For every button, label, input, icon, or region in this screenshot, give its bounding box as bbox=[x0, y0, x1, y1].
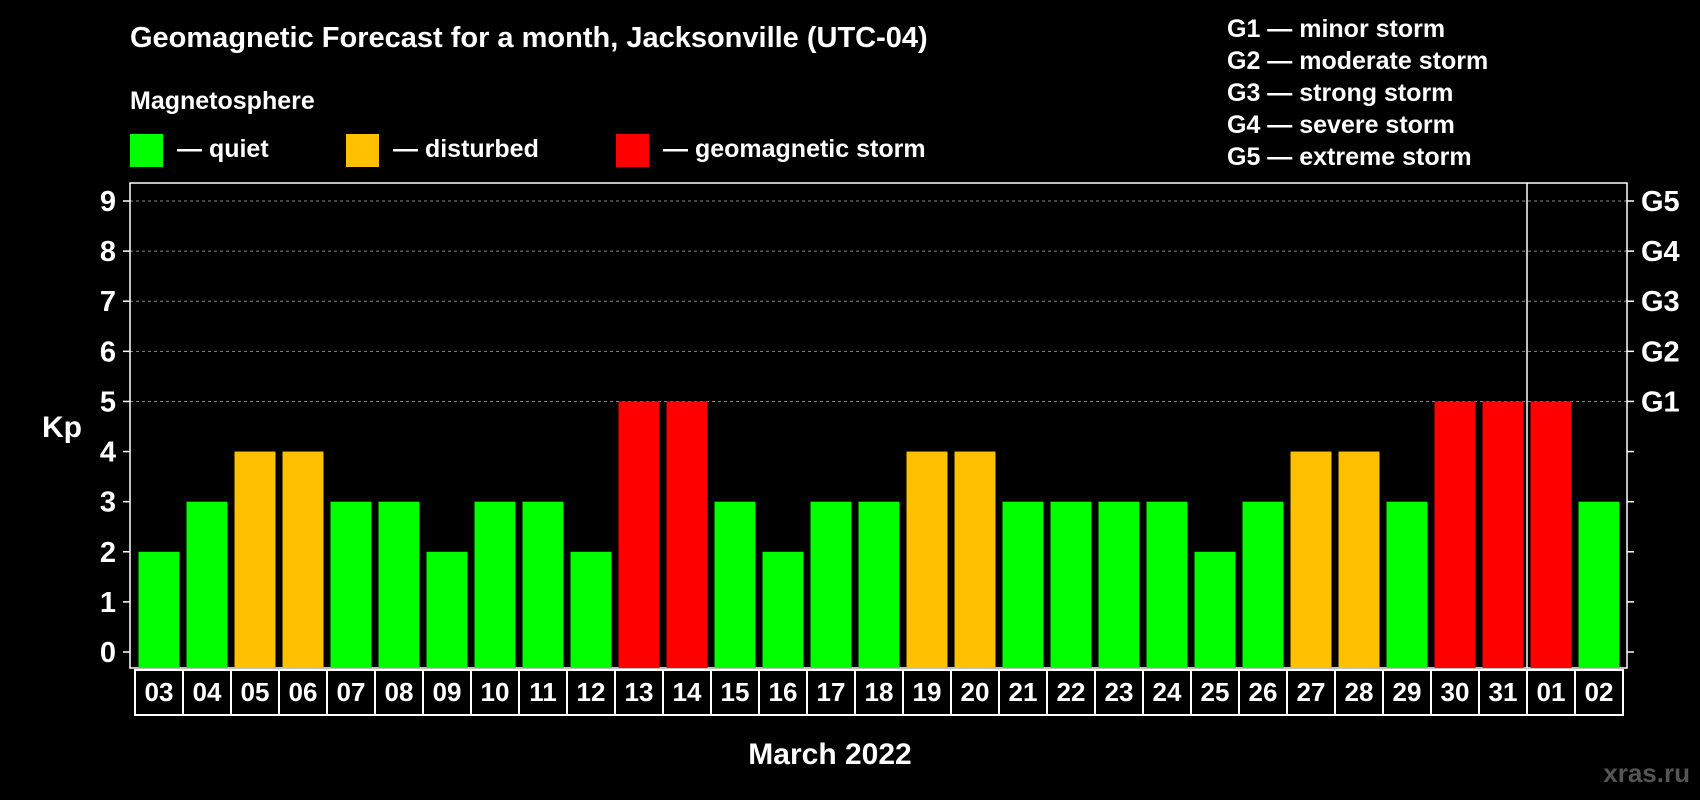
bar bbox=[1434, 401, 1476, 668]
bar bbox=[1386, 501, 1428, 668]
x-tick-label: 26 bbox=[1249, 677, 1278, 707]
y-tick-label: 7 bbox=[100, 286, 116, 318]
x-tick-label: 14 bbox=[673, 677, 702, 707]
bar bbox=[858, 501, 900, 668]
y-tick-label: 2 bbox=[100, 537, 116, 569]
right-axis-label: G1 bbox=[1641, 386, 1680, 418]
bar bbox=[618, 401, 660, 668]
legend-label-storm: — geomagnetic storm bbox=[663, 135, 926, 163]
bar bbox=[1290, 451, 1332, 668]
right-axis-label: G5 bbox=[1641, 186, 1680, 218]
x-tick-label: 08 bbox=[385, 677, 414, 707]
bar bbox=[1338, 451, 1380, 668]
bar bbox=[1146, 501, 1188, 668]
bar bbox=[666, 401, 708, 668]
y-tick-label: 3 bbox=[100, 487, 116, 519]
bar bbox=[378, 501, 420, 668]
y-axis-label: Kp bbox=[42, 411, 82, 444]
bar bbox=[570, 551, 612, 668]
y-tick-label: 1 bbox=[100, 587, 116, 619]
storm-scale-g1: G1 — minor storm bbox=[1227, 15, 1445, 43]
legend-label-quiet: — quiet bbox=[177, 135, 269, 163]
right-axis-label: G3 bbox=[1641, 286, 1680, 318]
y-tick-label: 4 bbox=[100, 437, 116, 469]
x-tick-label: 22 bbox=[1057, 677, 1086, 707]
bar bbox=[522, 501, 564, 668]
y-tick-label: 8 bbox=[100, 236, 116, 268]
bar bbox=[1002, 501, 1044, 668]
bar bbox=[1482, 401, 1524, 668]
x-tick-label: 20 bbox=[961, 677, 990, 707]
legend-heading: Magnetosphere bbox=[130, 87, 315, 115]
y-tick-label: 5 bbox=[100, 386, 116, 418]
chart-title: Geomagnetic Forecast for a month, Jackso… bbox=[130, 22, 928, 54]
x-tick-label: 28 bbox=[1345, 677, 1374, 707]
bar bbox=[426, 551, 468, 668]
bar bbox=[474, 501, 516, 668]
storm-scale-legend: G1 — minor storm G2 — moderate storm G3 … bbox=[1227, 15, 1488, 171]
x-tick-label: 04 bbox=[193, 677, 222, 707]
x-tick-label: 06 bbox=[289, 677, 318, 707]
y-tick-label: 9 bbox=[100, 186, 116, 218]
x-tick-label: 01 bbox=[1537, 677, 1566, 707]
watermark: xras.ru bbox=[1603, 758, 1690, 788]
bar bbox=[234, 451, 276, 668]
bar bbox=[1242, 501, 1284, 668]
x-tick-label: 09 bbox=[433, 677, 462, 707]
x-tick-label: 03 bbox=[145, 677, 174, 707]
bar bbox=[186, 501, 228, 668]
x-tick-label: 13 bbox=[625, 677, 654, 707]
bar bbox=[1194, 551, 1236, 668]
legend: — quiet — disturbed — geomagnetic storm bbox=[130, 134, 926, 167]
x-tick-label: 27 bbox=[1297, 677, 1326, 707]
x-tick-label: 16 bbox=[769, 677, 798, 707]
right-axis-label: G4 bbox=[1641, 236, 1680, 268]
storm-scale-g2: G2 — moderate storm bbox=[1227, 47, 1488, 75]
x-tick-label: 19 bbox=[913, 677, 942, 707]
bar bbox=[906, 451, 948, 668]
bar bbox=[954, 451, 996, 668]
storm-scale-g3: G3 — strong storm bbox=[1227, 79, 1453, 107]
legend-swatch-storm bbox=[616, 134, 649, 167]
x-tick-label: 29 bbox=[1393, 677, 1422, 707]
legend-swatch-quiet bbox=[130, 134, 163, 167]
x-tick-label: 10 bbox=[481, 677, 510, 707]
bar bbox=[330, 501, 372, 668]
right-axis-label: G2 bbox=[1641, 336, 1680, 368]
x-tick-label: 11 bbox=[529, 677, 557, 707]
x-tick-label: 30 bbox=[1441, 677, 1470, 707]
x-label-box bbox=[134, 669, 1624, 716]
x-axis-label: March 2022 bbox=[748, 738, 911, 771]
bar bbox=[810, 501, 852, 668]
x-tick-label: 24 bbox=[1153, 677, 1182, 707]
storm-scale-g5: G5 — extreme storm bbox=[1227, 143, 1472, 171]
bar bbox=[714, 501, 756, 668]
x-tick-label: 02 bbox=[1585, 677, 1614, 707]
bar bbox=[1098, 501, 1140, 668]
bar bbox=[762, 551, 804, 668]
bar bbox=[1578, 501, 1620, 668]
storm-scale-g4: G4 — severe storm bbox=[1227, 111, 1455, 139]
x-tick-label: 21 bbox=[1009, 677, 1038, 707]
bar bbox=[1530, 401, 1572, 668]
x-tick-label: 05 bbox=[241, 677, 270, 707]
x-tick-label: 18 bbox=[865, 677, 894, 707]
x-tick-label: 31 bbox=[1489, 677, 1518, 707]
y-tick-label: 0 bbox=[100, 637, 116, 669]
bar bbox=[138, 551, 180, 668]
x-tick-label: 17 bbox=[817, 677, 846, 707]
bar bbox=[282, 451, 324, 668]
x-tick-label: 12 bbox=[577, 677, 606, 707]
x-tick-label: 15 bbox=[721, 677, 750, 707]
legend-label-disturbed: — disturbed bbox=[393, 135, 539, 163]
legend-swatch-disturbed bbox=[346, 134, 379, 167]
bar bbox=[1050, 501, 1092, 668]
x-tick-label: 23 bbox=[1105, 677, 1134, 707]
x-tick-label: 07 bbox=[337, 677, 366, 707]
x-tick-label: 25 bbox=[1201, 677, 1230, 707]
y-tick-label: 6 bbox=[100, 336, 116, 368]
